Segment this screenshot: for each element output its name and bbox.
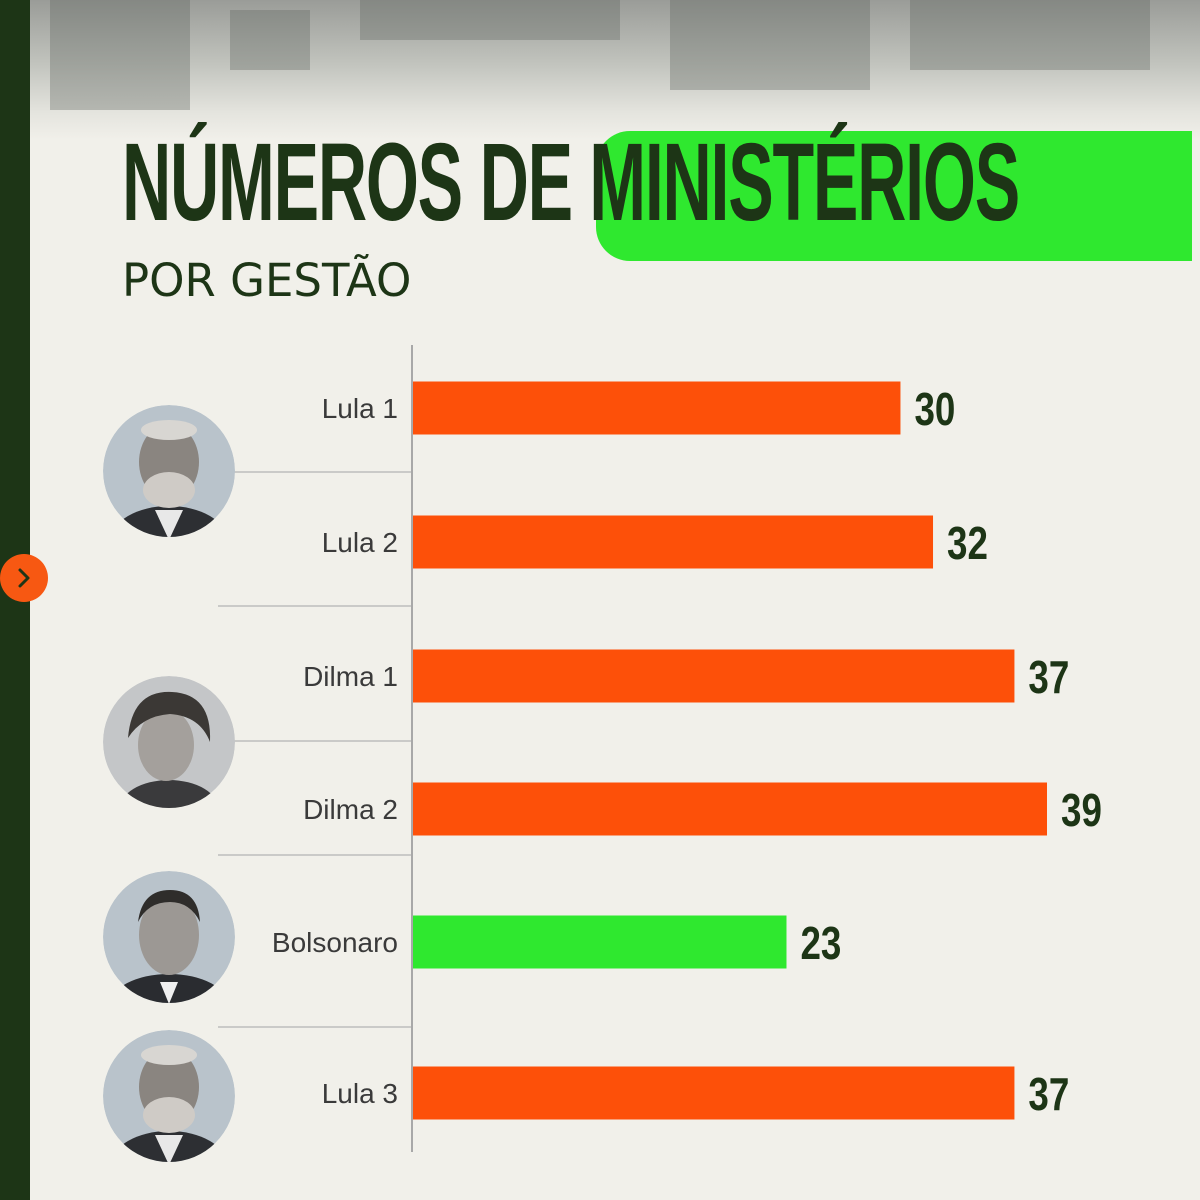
background-photo <box>30 0 1200 140</box>
avatar-lula-3 <box>103 1030 235 1162</box>
chevron-right-icon <box>18 568 30 588</box>
avatar-dilma <box>103 676 235 808</box>
value-label: 39 <box>1061 784 1102 836</box>
bar-lula-3 <box>412 1066 1015 1120</box>
title-part-2: MINISTÉRIOS <box>589 121 1020 244</box>
bar-lula-2 <box>412 515 934 569</box>
bar-dilma-1 <box>412 649 1015 703</box>
title-highlight <box>596 131 1192 261</box>
page-subtitle: POR GESTÃO <box>122 254 412 307</box>
bar-bolsonaro <box>412 915 787 969</box>
category-label: Bolsonaro <box>272 927 398 958</box>
title-part-1: NÚMEROS DE <box>122 121 573 244</box>
category-label: Dilma 1 <box>303 661 398 692</box>
category-label: Lula 3 <box>322 1078 398 1109</box>
value-label: 23 <box>800 917 841 969</box>
avatar-lula-1 <box>103 405 235 537</box>
value-label: 32 <box>947 517 988 569</box>
next-button[interactable] <box>0 554 48 602</box>
category-label: Dilma 2 <box>303 794 398 825</box>
page-title: NÚMEROS DE MINISTÉRIOS <box>122 128 1020 238</box>
avatar-bolsonaro <box>103 871 235 1003</box>
value-label: 37 <box>1028 651 1069 703</box>
category-label: Lula 2 <box>322 527 398 558</box>
value-label: 30 <box>914 383 955 435</box>
category-label: Lula 1 <box>322 393 398 424</box>
bar-lula-1 <box>412 381 901 435</box>
value-label: 37 <box>1028 1068 1069 1120</box>
bar-dilma-2 <box>412 782 1047 836</box>
